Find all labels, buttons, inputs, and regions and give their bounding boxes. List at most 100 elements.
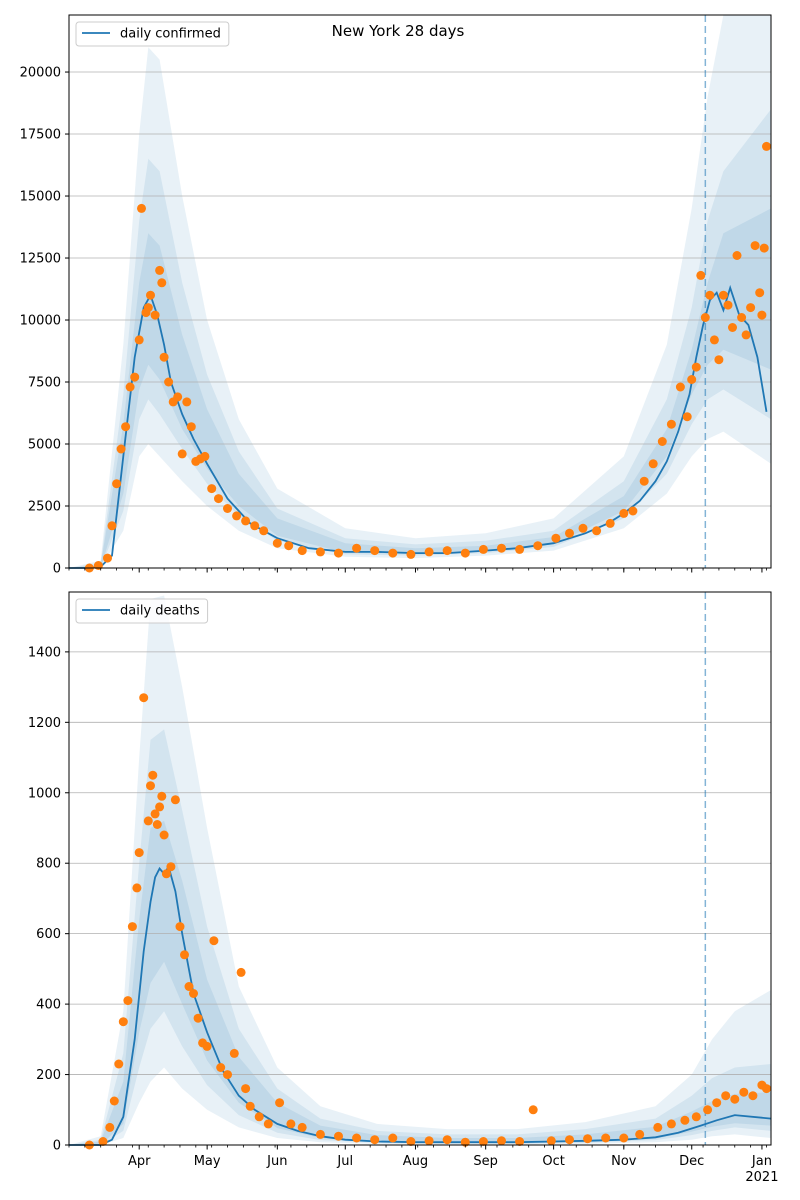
deaths-x-tick-label: Aug (403, 1154, 428, 1169)
confirmed-y-tick-label: 2500 (28, 500, 61, 515)
confirmed-data-point (714, 355, 724, 365)
confirmed-data-point (755, 288, 765, 298)
deaths-data-point (424, 1136, 434, 1146)
confirmed-data-point (696, 270, 706, 280)
deaths-series-line (69, 864, 772, 1146)
confirmed-data-point (352, 543, 362, 553)
deaths-uncertainty-bands (69, 595, 771, 1145)
deaths-data-point (209, 936, 219, 946)
confirmed-legend-box (75, 21, 230, 47)
confirmed-data-point (334, 548, 343, 558)
confirmed-data-point (619, 508, 629, 518)
confirmed-data-point (759, 243, 769, 253)
deaths-data-point (166, 862, 176, 872)
deaths-data-point (762, 1084, 771, 1094)
confirmed-data-point (272, 538, 282, 548)
confirmed-data-point (709, 335, 719, 345)
deaths-data-point (515, 1137, 525, 1146)
confirmed-data-point (103, 553, 112, 563)
deaths-data-point (159, 830, 169, 840)
confirmed-data-point (746, 303, 756, 313)
deaths-data-point (297, 1122, 307, 1132)
confirmed-data-point (223, 504, 232, 513)
deaths-y-tick-label: 400 (36, 998, 61, 1013)
deaths-data-point (315, 1129, 325, 1139)
confirmed-data-point (134, 335, 144, 345)
deaths-data-point (739, 1087, 749, 1097)
deaths-data-point (193, 1013, 203, 1023)
confirmed-data-point (173, 392, 183, 402)
deaths-data-point (691, 1112, 701, 1122)
confirmed-y-tick-label: 7500 (28, 376, 61, 391)
confirmed-data-point (164, 377, 174, 387)
deaths-data-point (653, 1122, 663, 1132)
deaths-data-point (170, 795, 180, 805)
confirmed-data-point (150, 310, 160, 320)
deaths-y-tick-label: 200 (36, 1068, 61, 1083)
confirmed-data-point (705, 290, 715, 300)
deaths-data-point (721, 1091, 731, 1101)
deaths-data-point (114, 1059, 124, 1069)
deaths-data-point (275, 1098, 285, 1108)
confirmed-data-point (207, 484, 217, 494)
confirmed-data-point (155, 265, 165, 275)
deaths-data-point (460, 1137, 470, 1147)
deaths-data-point (565, 1135, 574, 1145)
confirmed-y-tick-label: 15000 (20, 190, 61, 205)
deaths-y-ticks: 0 200 400 600 800 1000 1200 1400 (28, 645, 69, 1154)
confirmed-data-point (628, 506, 638, 516)
confirmed-data-point (478, 544, 488, 554)
confirmed-data-point (424, 547, 434, 557)
deaths-panel: 0 200 400 600 800 1000 1200 1400 Apr May Jun Jul Au… (28, 591, 778, 1185)
deaths-data-point (229, 1048, 239, 1058)
deaths-data-point (680, 1115, 690, 1125)
deaths-data-point (388, 1133, 398, 1143)
confirmed-data-point (497, 543, 506, 553)
confirmed-data-point (214, 494, 223, 504)
confirmed-data-point (442, 546, 452, 556)
confirmed-data-point (737, 313, 747, 322)
deaths-data-point (180, 950, 189, 960)
confirmed-data-point (682, 412, 692, 422)
confirmed-data-point (200, 451, 210, 461)
confirmed-data-point (639, 476, 649, 486)
confirmed-data-point (259, 526, 269, 536)
deaths-data-point (216, 1063, 226, 1072)
deaths-data-point (370, 1135, 380, 1145)
deaths-data-point (352, 1133, 362, 1143)
confirmed-data-point (297, 546, 307, 556)
confirmed-data-point (182, 397, 192, 407)
confirmed-y-tick-label: 0 (53, 562, 61, 577)
deaths-y-tick-label: 1200 (28, 716, 61, 731)
deaths-data-point (528, 1105, 538, 1115)
deaths-data-point (334, 1131, 343, 1141)
confirmed-data-point (159, 352, 169, 362)
deaths-data-point (703, 1105, 713, 1115)
confirmed-y-ticks: 0 2500 5000 7500 10000 12500 15000 17500 20000 (20, 66, 69, 577)
confirmed-data-point (691, 362, 701, 372)
confirmed-legend-label: daily confirmed (120, 27, 221, 42)
confirmed-legend: daily confirmed (75, 21, 230, 47)
deaths-band-1 (69, 595, 771, 1145)
confirmed-data-point (718, 290, 728, 300)
deaths-data-point (150, 809, 160, 819)
deaths-x-tick-label: Dec (679, 1154, 704, 1169)
deaths-x-tick-label: Oct (542, 1154, 564, 1169)
confirmed-y-tick-label: 5000 (28, 438, 61, 453)
deaths-x-tick-label: Nov (611, 1154, 637, 1169)
deaths-data-point (730, 1094, 740, 1104)
confirmed-data-point (657, 437, 667, 446)
confirmed-y-tick-label: 12500 (20, 252, 61, 267)
deaths-data-point (132, 883, 142, 893)
deaths-data-point (236, 967, 246, 977)
confirmed-data-point (592, 526, 602, 536)
deaths-data-point (601, 1133, 611, 1143)
deaths-x-tick-label: Jan (751, 1154, 772, 1169)
deaths-legend: daily deaths (75, 598, 209, 624)
confirmed-data-point (241, 516, 251, 526)
deaths-x-tick-year-label: 2021 (745, 1170, 778, 1185)
confirmed-y-tick-label: 20000 (20, 66, 61, 81)
deaths-data-point (619, 1133, 629, 1143)
